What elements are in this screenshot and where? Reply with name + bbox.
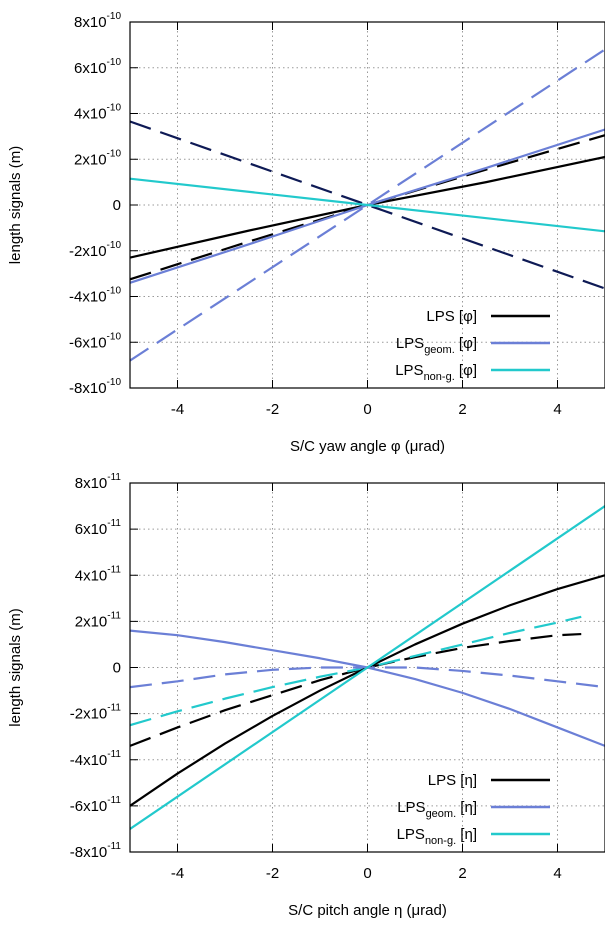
y-tick-label: -4x10-10: [69, 286, 121, 306]
legend-label: LPS [η]: [428, 772, 477, 789]
y-tick-label: 8x10-11: [75, 472, 122, 492]
series-line-1: [130, 128, 605, 284]
series-line-3: [130, 134, 605, 281]
y-tick-label: -6x10-10: [69, 331, 121, 351]
legend: LPS [η] LPSgeom. [η] LPSnon-g. [η]: [397, 772, 550, 847]
series-line-2: [130, 177, 605, 233]
x-tick-label: 2: [458, 401, 466, 418]
legend-label: LPS [φ]: [426, 308, 477, 325]
y-tick-label: -2x10-11: [70, 703, 122, 723]
legend-label: LPSnon-g. [η]: [397, 826, 477, 847]
y-tick-label: 8x10-10: [74, 11, 121, 31]
x-tick-label: 0: [363, 865, 371, 882]
legend-label: LPSgeom. [η]: [397, 799, 477, 820]
y-tick-label: 2x10-10: [74, 148, 121, 168]
x-tick-label: 0: [363, 401, 371, 418]
x-tick-label: -4: [171, 401, 184, 418]
y-axis-label: length signals (m): [7, 146, 24, 264]
x-tick-label: -2: [266, 401, 279, 418]
y-tick-label: -8x10-10: [69, 377, 121, 397]
x-tick-label: 4: [553, 865, 561, 882]
legend-label: LPSnon-g. [φ]: [395, 362, 477, 383]
y-tick-label: 4x10-10: [74, 103, 121, 123]
series-line-3: [130, 632, 582, 747]
y-tick-label: 6x10-11: [75, 518, 122, 538]
x-tick-label: 4: [553, 401, 561, 418]
legend-label: LPSgeom. [φ]: [396, 335, 477, 356]
chart-panel-bottom: -4 -2 0 2 4 -8x10-11 -6x10-11 -4x10-11 -2x10-11 0…: [7, 472, 605, 919]
x-tick-label: 2: [458, 865, 466, 882]
x-tick-label: -4: [171, 865, 184, 882]
y-tick-label: -6x10-11: [70, 795, 122, 815]
series-line-2: [130, 505, 605, 830]
y-tick-label: -8x10-11: [70, 841, 122, 861]
y-tick-label: -4x10-11: [70, 749, 122, 769]
series-line-1: [130, 629, 605, 747]
legend: LPS [φ] LPSgeom. [φ] LPSnon-g. [φ]: [395, 308, 550, 383]
x-axis-label: S/C pitch angle η (μrad): [288, 902, 447, 919]
y-tick-label: 0: [113, 660, 121, 677]
y-tick-label: -2x10-10: [69, 240, 121, 260]
y-tick-label: 6x10-10: [74, 57, 121, 77]
x-tick-label: -2: [266, 865, 279, 882]
x-axis-label: S/C yaw angle φ (μrad): [290, 438, 445, 455]
series-line-5: [130, 120, 605, 290]
y-tick-label: 2x10-11: [75, 610, 122, 630]
y-axis-label: length signals (m): [7, 608, 24, 726]
y-tick-label: 4x10-11: [75, 564, 122, 584]
chart-panel-top: -4 -2 0 2 4 -8x10-10 -6x10-10 -4x10-10 -2x10-10 0…: [7, 11, 605, 455]
y-tick-label: 0: [113, 197, 121, 214]
